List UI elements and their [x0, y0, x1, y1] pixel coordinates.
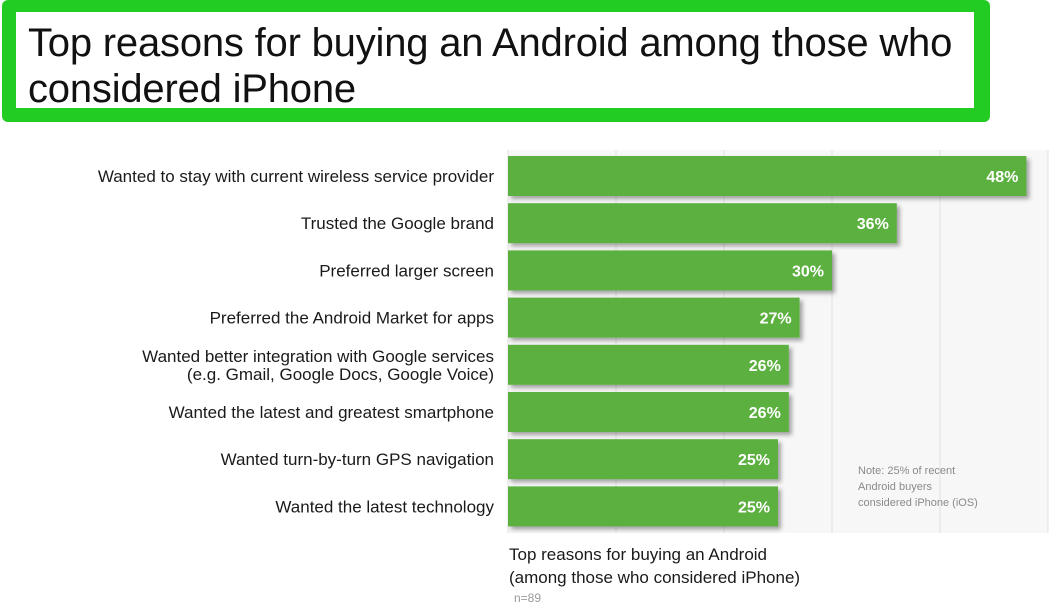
- data-label: 48%: [986, 169, 1018, 186]
- bar: [508, 297, 800, 338]
- bar: [508, 344, 789, 385]
- bar: [508, 439, 778, 480]
- bar: [508, 486, 778, 527]
- chart-title: Top reasons for buying an Android among …: [28, 21, 953, 111]
- category-label: Preferred the Android Market for apps: [210, 309, 494, 328]
- title-panel: Top reasons for buying an Android among …: [16, 12, 974, 111]
- note-line: Note: 25% of recent: [858, 465, 955, 477]
- caption: Top reasons for buying an Android (among …: [509, 545, 800, 605]
- bar-chart: 48% 36% 30% 27% 26% 26% 25% 25% Wanted to stay …: [98, 150, 1049, 605]
- category-label: Wanted the latest and greatest smartphon…: [169, 403, 494, 422]
- note-line: considered iPhone (iOS): [858, 497, 978, 509]
- bar: [508, 250, 832, 291]
- category-label: Wanted the latest technology: [275, 497, 494, 516]
- data-label: 30%: [792, 263, 824, 280]
- bar: [508, 156, 1027, 196]
- title-frame: Top reasons for buying an Android among …: [2, 0, 990, 122]
- category-label: Trusted the Google brand: [301, 214, 494, 233]
- note: Note: 25% of recent Android buyers conside…: [858, 465, 978, 509]
- caption-line: Top reasons for buying an Android: [509, 545, 767, 564]
- data-label: 26%: [749, 358, 781, 375]
- data-label: 36%: [857, 216, 889, 233]
- note-line: Android buyers: [858, 481, 932, 493]
- data-label: 25%: [738, 499, 770, 516]
- bars: 48% 36% 30% 27% 26% 26% 25% 25%: [508, 156, 1027, 527]
- sample-size: n=89: [514, 591, 541, 605]
- category-label: Wanted to stay with current wireless ser…: [98, 167, 495, 186]
- caption-line: (among those who considered iPhone): [509, 568, 800, 587]
- category-labels: Wanted to stay with current wireless ser…: [98, 167, 495, 516]
- bar: [508, 392, 789, 432]
- category-label: Wanted better integration with Google se…: [142, 347, 494, 366]
- category-label: (e.g. Gmail, Google Docs, Google Voice): [187, 365, 494, 384]
- category-label: Wanted turn-by-turn GPS navigation: [221, 450, 494, 469]
- data-label: 25%: [738, 452, 770, 469]
- category-label: Preferred larger screen: [319, 261, 494, 280]
- bar: [508, 203, 897, 244]
- data-label: 26%: [749, 405, 781, 422]
- data-label: 27%: [760, 311, 792, 328]
